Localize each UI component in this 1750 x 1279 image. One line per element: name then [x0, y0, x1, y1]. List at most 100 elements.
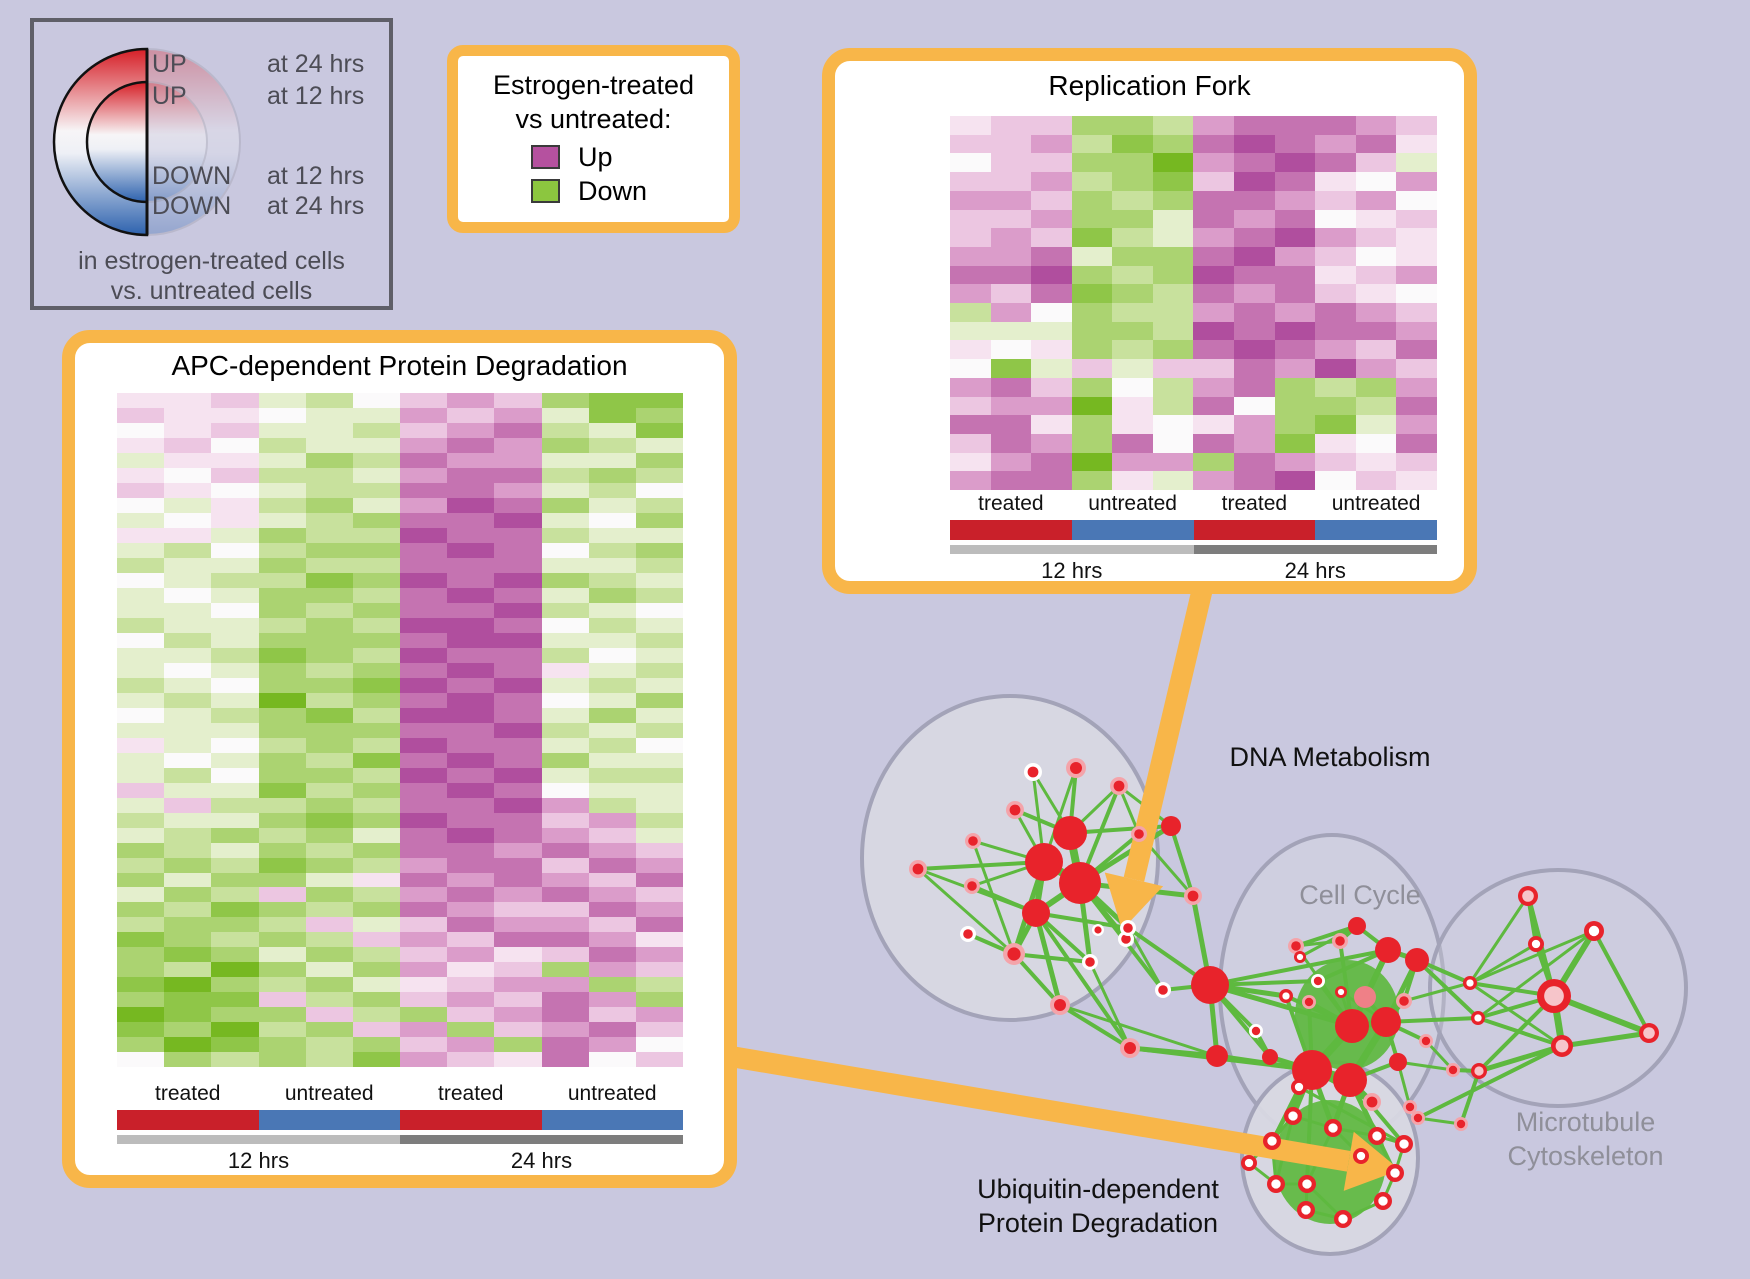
heatmap-cell: [447, 842, 495, 858]
heatmap-cell: [635, 512, 684, 528]
heatmap-cell: [588, 527, 636, 543]
heatmap-cell: [305, 1007, 353, 1023]
heatmap-cell: [1396, 415, 1437, 434]
heatmap-cell: [258, 422, 306, 438]
heatmap-cell: [305, 393, 353, 408]
gene-node-core: [1267, 1136, 1277, 1146]
heatmap-cell: [1112, 116, 1153, 135]
heatmap-cell: [541, 707, 589, 723]
heatmap-cell: [447, 647, 495, 663]
heatmap-cell: [541, 1007, 589, 1023]
heatmap-cell: [117, 602, 165, 618]
heatmap-cell: [400, 962, 448, 978]
heatmap-cell: [588, 962, 636, 978]
heatmap-cell: [950, 265, 991, 285]
heatmap-cell: [305, 677, 353, 693]
heatmap-cell: [211, 632, 259, 648]
heatmap-cell: [541, 557, 589, 573]
heatmap-cell: [990, 377, 1032, 397]
heatmap-cell: [211, 992, 259, 1008]
heatmap-cell: [400, 932, 448, 948]
heatmap-cell: [635, 572, 684, 588]
heatmap-cell: [541, 917, 589, 933]
heatmap-cell: [164, 887, 212, 903]
heatmap-cell: [635, 737, 684, 753]
heatmap-cell: [494, 452, 542, 468]
heatmap-cell: [588, 1037, 636, 1053]
gene-node-core: [1448, 1065, 1458, 1075]
time-labels: 12 hrs 24 hrs: [117, 1148, 683, 1174]
heatmap-cell: [400, 512, 448, 528]
time-label: 24 hrs: [1284, 558, 1346, 583]
heatmap-cell: [305, 692, 353, 708]
heatmap-cell: [211, 647, 259, 663]
heatmap-cell: [635, 782, 684, 798]
heatmap-cell: [1396, 153, 1437, 173]
network-edge: [1033, 912, 1063, 1006]
heatmap-cell: [447, 872, 495, 888]
network-edge: [1459, 1070, 1481, 1125]
heatmap-cell: [305, 752, 353, 768]
heatmap-cell: [447, 557, 495, 573]
heatmap-cell: [1396, 246, 1437, 266]
heatmap-cell: [1071, 284, 1113, 304]
heatmap-cell: [1152, 340, 1194, 360]
heatmap-cell: [400, 467, 448, 483]
heatmap-cell: [1112, 321, 1153, 341]
heatmap-cell: [258, 393, 306, 408]
heatmap-cell: [352, 497, 401, 513]
heatmap-cell: [1355, 359, 1397, 378]
network-edge: [1034, 911, 1132, 1050]
network-edge: [1397, 1060, 1454, 1072]
heatmap-cell: [117, 857, 165, 873]
heatmap-cell: [588, 842, 636, 858]
heatmap-cell: [635, 467, 684, 483]
heatmap-cell: [211, 797, 259, 813]
heatmap-cell: [447, 617, 495, 633]
heatmap-cell: [447, 707, 495, 723]
network-edge: [1209, 948, 1389, 987]
gene-node-core: [1244, 1158, 1254, 1168]
heatmap-cell: [494, 557, 542, 573]
heatmap-cell: [305, 662, 353, 678]
heatmap-cell: [400, 737, 448, 753]
heatmap-cell: [352, 437, 401, 453]
gene-node-core: [1007, 947, 1021, 961]
heatmap-cell: [541, 692, 589, 708]
group-label: treated: [978, 492, 1044, 515]
heatmap-cell: [258, 722, 306, 738]
heatmap-cell: [494, 962, 542, 978]
up-color-swatch-icon: [531, 145, 560, 169]
heatmap-cell: [494, 542, 542, 558]
network-edge: [1035, 911, 1129, 930]
heatmap-cell: [635, 812, 684, 828]
cluster-label-microtubule: Microtubule Cytoskeleton: [1468, 1105, 1703, 1173]
replication-fork-heatmap: [950, 116, 1437, 491]
apc-axis: treated untreated treated untreated 12 hrs 2…: [117, 1082, 683, 1174]
heatmap-cell: [635, 932, 684, 948]
heatmap-cell: [352, 647, 401, 663]
group-label: untreated: [567, 1082, 657, 1105]
heatmap-cell: [447, 962, 495, 978]
heatmap-cell: [1152, 265, 1194, 285]
network-edge: [1477, 929, 1595, 1020]
heatmap-cell: [1071, 228, 1113, 247]
heatmap-cell: [990, 190, 1032, 210]
estrogen-key-item-up: Up: [531, 140, 647, 174]
gene-node-core: [1474, 1014, 1482, 1022]
heatmap-cell: [1112, 452, 1153, 472]
heatmap-cell: [400, 1037, 448, 1053]
heatmap-cell: [211, 812, 259, 828]
heatmap-cell: [1396, 284, 1437, 304]
time-bar-segment: [1193, 545, 1437, 554]
heatmap-cell: [588, 662, 636, 678]
heatmap-cell: [352, 1022, 401, 1038]
heatmap-cell: [164, 692, 212, 708]
heatmap-cell: [1396, 377, 1437, 397]
legend-keyword: UP: [152, 82, 187, 110]
heatmap-cell: [1152, 172, 1194, 191]
heatmap-cell: [211, 467, 259, 483]
heatmap-cell: [1031, 415, 1072, 434]
heatmap-cell: [1031, 321, 1072, 341]
heatmap-cell: [1234, 209, 1275, 229]
